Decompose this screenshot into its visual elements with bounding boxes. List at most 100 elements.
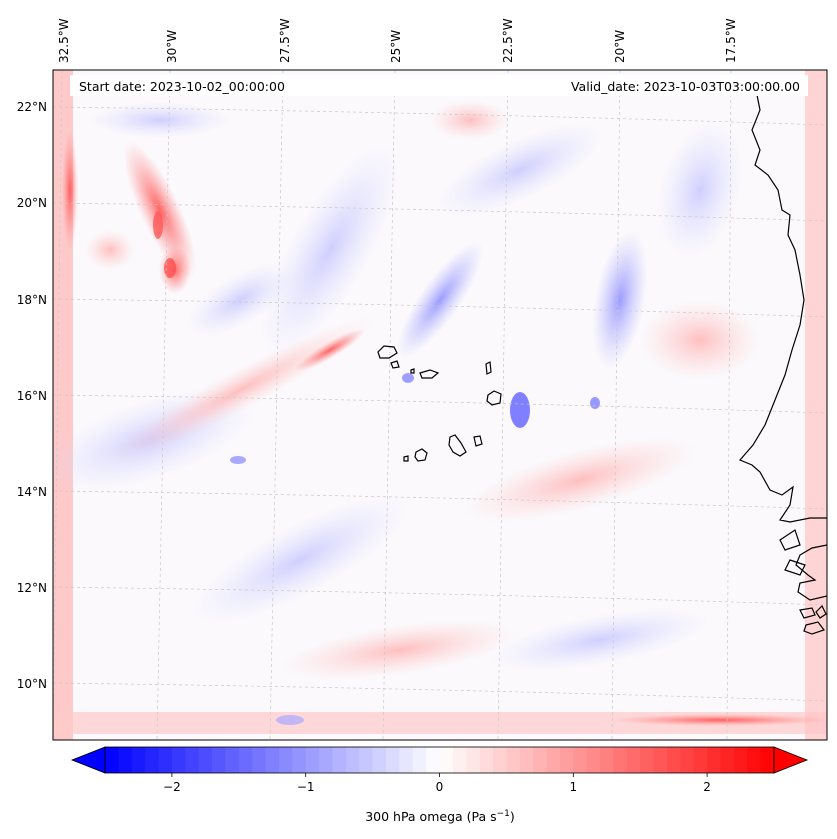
colorbar-segment — [105, 747, 119, 773]
cape-verde-brava — [403, 455, 409, 462]
colorbar-segment — [359, 747, 373, 773]
africa-coastline — [739, 89, 827, 523]
meridian-line — [53, 70, 63, 740]
parallel-line — [53, 490, 827, 510]
parallel-line — [53, 298, 827, 318]
red-patch — [123, 141, 197, 279]
lat-label: 22°N — [17, 100, 47, 114]
colorbar-tick-label: 1 — [569, 780, 577, 794]
colorbar-segment — [666, 747, 681, 773]
colorbar-segment — [600, 747, 614, 773]
colorbar-segments — [105, 747, 775, 773]
cape-verde-santo-antao — [377, 345, 398, 359]
start-date-text: Start date: 2023-10-02_00:00:00 — [79, 79, 285, 94]
colorbar-segment — [345, 747, 360, 773]
blue-core — [276, 715, 304, 725]
colorbar-segment — [707, 747, 721, 773]
parallel-line — [53, 682, 827, 702]
blue-patch — [592, 230, 648, 370]
lat-label: 12°N — [17, 581, 47, 595]
parallel-line — [53, 394, 827, 414]
colorbar-segment — [493, 747, 507, 773]
colorbar-segment — [252, 747, 266, 773]
colorbar-ticks: −2 −1 0 1 2 — [163, 773, 711, 794]
colorbar-segment — [265, 747, 280, 773]
colorbar-segment — [118, 747, 133, 773]
colorbar-segment — [452, 747, 467, 773]
cape-verde-maio — [473, 435, 483, 447]
colorbar-segment — [426, 747, 440, 773]
colorbar-segment — [640, 747, 654, 773]
lon-label: 25°W — [389, 30, 403, 63]
colorbar-segment — [372, 747, 387, 773]
colorbar-segment — [185, 747, 200, 773]
colorbar-segment — [733, 747, 748, 773]
colorbar-segment — [519, 747, 534, 773]
cape-verde-sao-vicente — [390, 360, 400, 369]
colorbar-segment — [131, 747, 146, 773]
lat-label: 10°N — [17, 677, 47, 691]
omega-field — [53, 70, 827, 740]
cape-verde-boa-vista — [486, 390, 502, 406]
colorbar-segment — [479, 747, 494, 773]
lat-label: 20°N — [17, 196, 47, 210]
red-core — [164, 258, 176, 278]
lon-label: 30°W — [165, 30, 179, 63]
cape-verde-santa-luzia — [410, 368, 415, 374]
colorbar-segment — [747, 747, 762, 773]
lon-label: 17.5°W — [724, 18, 738, 63]
lat-label: 18°N — [17, 293, 47, 307]
lon-label: 32.5°W — [57, 18, 71, 63]
cape-verde-santiago — [448, 434, 467, 457]
red-patch — [107, 317, 373, 463]
colorbar-segment — [332, 747, 347, 773]
colorbar-segment — [626, 747, 641, 773]
blue-patch — [396, 241, 484, 359]
west-boundary-strong — [62, 130, 78, 250]
cape-verde-sal — [485, 361, 492, 375]
colorbar-segment — [305, 747, 320, 773]
colorbar-segment — [399, 747, 414, 773]
colorbar-tick-label: 0 — [436, 780, 444, 794]
colorbar-extend-min — [70, 746, 106, 774]
colorbar-segment — [613, 747, 628, 773]
colorbar-segment — [158, 747, 173, 773]
colorbar-segment — [439, 747, 454, 773]
lat-label: 14°N — [17, 485, 47, 499]
cape-verde-fogo — [414, 448, 428, 462]
island-bissagos — [815, 604, 827, 619]
blue-patch — [186, 263, 294, 337]
south-boundary-strong — [610, 714, 827, 726]
island-bissagos — [803, 621, 825, 635]
cape-verde-sao-nicolau — [419, 369, 440, 379]
east-boundary-band — [805, 70, 827, 740]
blue-patch — [192, 495, 408, 625]
coast-fragment — [784, 559, 806, 576]
red-patch — [430, 100, 510, 140]
lat-label: 16°N — [17, 389, 47, 403]
map-panel: Start date: 2023-10-02_00:00:00 Valid_da… — [52, 69, 828, 741]
colorbar-segment — [586, 747, 601, 773]
africa-coastline — [795, 544, 827, 601]
blue-core — [510, 392, 530, 428]
island-bissagos — [799, 607, 816, 619]
colorbar-segment — [559, 747, 574, 773]
valid-date-text: Valid_date: 2023-10-03T03:00:00.00 — [571, 79, 800, 94]
parallel-line — [53, 202, 827, 222]
colorbar-segment — [319, 747, 333, 773]
map-frame — [52, 69, 828, 741]
red-patch — [640, 300, 760, 380]
colorbar-tick-label: 2 — [703, 780, 711, 794]
parallel-line — [53, 106, 827, 126]
colorbar-label: 300 hPa omega (Pa s−1) — [365, 809, 515, 824]
blue-core — [590, 397, 600, 409]
meridian-line — [156, 70, 171, 740]
blue-patch — [437, 123, 603, 217]
blue-patch — [491, 608, 709, 672]
meridian-line — [497, 70, 509, 740]
colorbar-segment — [720, 747, 735, 773]
blue-patch — [657, 121, 743, 259]
colorbar-segment — [680, 747, 695, 773]
blue-core — [402, 373, 414, 383]
